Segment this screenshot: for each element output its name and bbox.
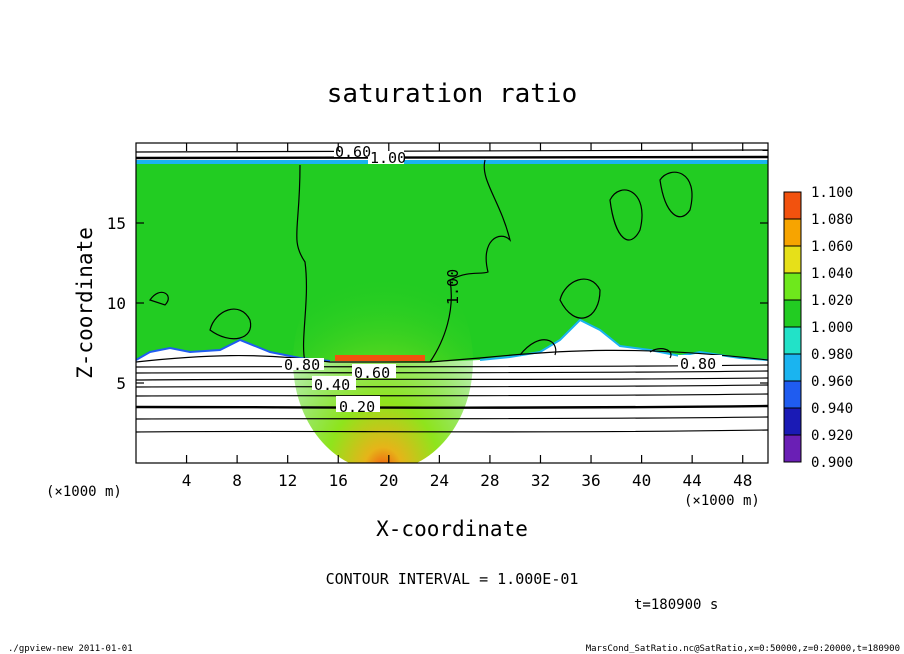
x-tick-label-32: 32 (531, 471, 550, 490)
contour-label-080-right: 0.80 (680, 355, 716, 373)
colorbar-segment-0.960 (784, 354, 801, 381)
colorbar-segment-0.980 (784, 327, 801, 354)
plume-core (335, 355, 425, 361)
y-tick-label-5: 5 (116, 374, 126, 393)
cloud-edge (136, 338, 331, 362)
x-tick-label-36: 36 (581, 471, 600, 490)
colorbar-segment-0.920 (784, 408, 801, 435)
contour-label-080-left: 0.80 (284, 356, 320, 374)
colorbar-label-1.020: 1.020 (811, 293, 853, 309)
colorbar-label-0.920: 0.920 (811, 428, 853, 444)
x-tick-label-12: 12 (278, 471, 297, 490)
x-axis-label: X-coordinate (376, 517, 528, 541)
y-tick-label-10: 10 (107, 294, 126, 313)
x-tick-label-48: 48 (733, 471, 752, 490)
colorbar: 0.900 0.920 0.940 0.960 0.980 1.000 1.020 1.040… (783, 185, 853, 471)
x-unit-label: (×1000 m) (684, 493, 760, 509)
footer-left: ./gpview-new 2011-01-01 (8, 644, 133, 654)
x-tick-label-24: 24 (430, 471, 449, 490)
colorbar-segment-1.000 (784, 300, 801, 327)
contour-label-box (282, 143, 722, 412)
colorbar-label-1.100: 1.100 (811, 185, 853, 201)
x-tick-label-44: 44 (683, 471, 702, 490)
colorbar-label-1.080: 1.080 (811, 212, 853, 228)
top-edge-band (136, 160, 768, 164)
colorbar-label-1.040: 1.040 (811, 266, 853, 282)
contour-label-040: 0.40 (314, 376, 350, 394)
y-tick-label-15: 15 (107, 214, 126, 233)
x-axis-ticks: 4 8 12 16 20 24 28 32 36 40 44 48 (182, 143, 752, 490)
colorbar-segment-1.020 (784, 273, 801, 300)
colorbar-segment-1.080 (784, 192, 801, 219)
contour-interval-text: CONTOUR INTERVAL = 1.000E-01 (326, 570, 579, 588)
contour-label-060: 0.60 (354, 364, 390, 382)
contour-label-100-mid: 1.00 (444, 269, 462, 305)
colorbar-segment-0.940 (784, 381, 801, 408)
y-axis-label: Z-coordinate (73, 227, 97, 379)
saturated-region (136, 163, 768, 362)
colorbar-segment-1.040 (784, 246, 801, 273)
colorbar-label-0.980: 0.980 (811, 347, 853, 363)
footer-right: MarsCond_SatRatio.nc@SatRatio,x=0:50000,… (586, 644, 900, 654)
contour-label-020: 0.20 (339, 398, 375, 416)
colorbar-label-1.060: 1.060 (811, 239, 853, 255)
x-tick-label-40: 40 (632, 471, 651, 490)
x-tick-label-28: 28 (480, 471, 499, 490)
y-axis-ticks: 5 10 15 (107, 214, 768, 393)
colorbar-segment-0.900 (784, 435, 801, 462)
contour-label-060-top: 0.60 (335, 143, 371, 161)
colorbar-label-0.900: 0.900 (811, 455, 853, 471)
chart-title: saturation ratio (327, 79, 577, 109)
colorbar-label-1.000: 1.000 (811, 320, 853, 336)
x-tick-label-4: 4 (182, 471, 192, 490)
x-tick-label-20: 20 (379, 471, 398, 490)
contour-label-100-top: 1.00 (370, 149, 406, 167)
x-tick-label-8: 8 (232, 471, 242, 490)
x-tick-label-16: 16 (329, 471, 348, 490)
plot-area (136, 143, 768, 463)
colorbar-label-0.940: 0.940 (811, 401, 853, 417)
colorbar-segment-1.060 (784, 219, 801, 246)
z-unit-label: (×1000 m) (46, 484, 122, 500)
contour-lines (136, 149, 768, 433)
time-label: t=180900 s (634, 597, 718, 613)
colorbar-label-0.960: 0.960 (811, 374, 853, 390)
